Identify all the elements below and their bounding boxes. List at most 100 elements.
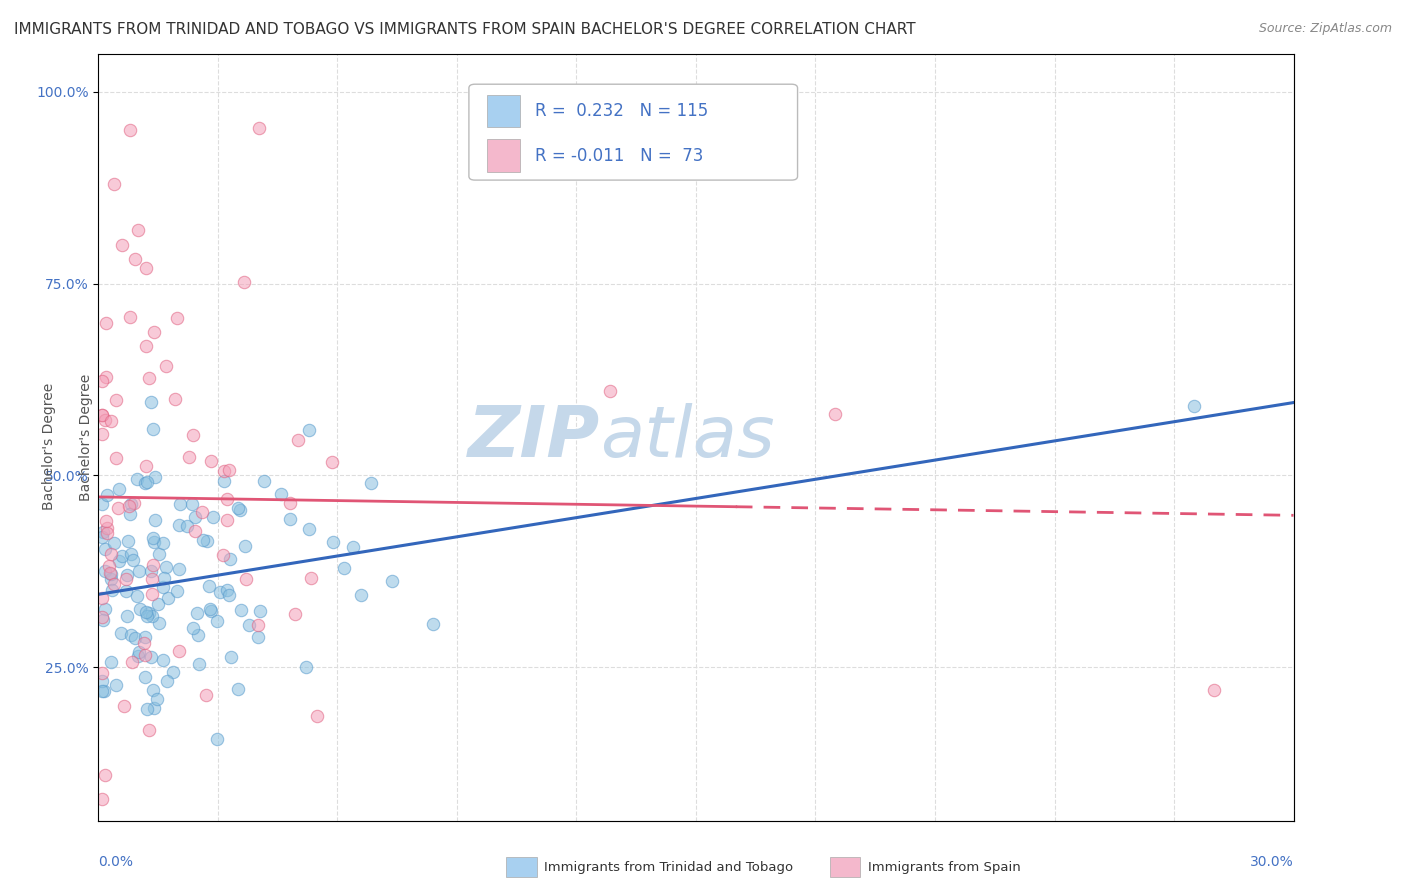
Point: [103, 536, 125, 550]
Point: [141, 394, 163, 409]
FancyBboxPatch shape: [486, 139, 520, 171]
Point: [115, 608, 138, 623]
Point: [135, 605, 157, 619]
Text: R = -0.011   N =  73: R = -0.011 N = 73: [534, 146, 703, 164]
Y-axis label: Bachelor's Degree: Bachelor's Degree: [79, 374, 93, 500]
Text: 30.0%: 30.0%: [1250, 855, 1294, 869]
Point: [91, 666, 114, 681]
Point: [104, 392, 127, 407]
Point: [188, 657, 211, 671]
Point: [167, 517, 190, 532]
Point: [219, 649, 242, 664]
Point: [184, 524, 207, 539]
Point: [152, 653, 174, 667]
Point: [93, 684, 115, 698]
Point: [97, 558, 120, 573]
Point: [1202, 683, 1225, 698]
Point: [121, 655, 143, 669]
Point: [96, 488, 118, 502]
Point: [307, 709, 329, 723]
Point: [146, 597, 169, 611]
Point: [91, 427, 114, 442]
Point: [91, 524, 114, 539]
Point: [91, 497, 114, 511]
Text: Immigrants from Trinidad and Tobago: Immigrants from Trinidad and Tobago: [544, 861, 793, 873]
Point: [215, 513, 238, 527]
Point: [235, 572, 257, 586]
Point: [91, 610, 114, 624]
Point: [287, 433, 309, 447]
Text: ZIP: ZIP: [468, 402, 600, 472]
Point: [229, 603, 252, 617]
Point: [120, 123, 142, 137]
Point: [128, 564, 150, 578]
Point: [205, 732, 228, 747]
Point: [599, 384, 621, 398]
Point: [152, 536, 174, 550]
Point: [91, 408, 114, 422]
Point: [107, 482, 129, 496]
Point: [321, 455, 343, 469]
Point: [141, 609, 163, 624]
Point: [135, 458, 157, 473]
Point: [233, 275, 256, 289]
Point: [143, 470, 166, 484]
Point: [94, 514, 117, 528]
Point: [297, 423, 319, 437]
Point: [118, 507, 141, 521]
Point: [141, 572, 163, 586]
Point: [278, 496, 301, 510]
Point: [124, 252, 146, 267]
Point: [93, 613, 115, 627]
Point: [187, 627, 209, 641]
Point: [110, 626, 132, 640]
Point: [91, 374, 114, 388]
Point: [136, 608, 159, 623]
Point: [120, 628, 142, 642]
Point: [135, 261, 157, 276]
Point: [342, 540, 364, 554]
Point: [134, 476, 156, 491]
Point: [94, 768, 117, 782]
Point: [141, 422, 163, 436]
Point: [129, 602, 152, 616]
Point: [128, 644, 150, 658]
Point: [124, 631, 146, 645]
Text: 0.0%: 0.0%: [98, 855, 134, 869]
Point: [162, 665, 184, 679]
Point: [181, 497, 204, 511]
Point: [142, 531, 165, 545]
Point: [295, 659, 318, 673]
Point: [143, 513, 166, 527]
Point: [96, 369, 118, 384]
Point: [107, 500, 129, 515]
Point: [191, 533, 214, 548]
Point: [166, 583, 188, 598]
Point: [142, 701, 165, 715]
Point: [195, 533, 218, 548]
Point: [104, 451, 127, 466]
Point: [167, 644, 190, 658]
Text: Bachelor's Degree: Bachelor's Degree: [42, 383, 56, 509]
Point: [228, 503, 250, 517]
Text: Immigrants from Spain: Immigrants from Spain: [868, 861, 1021, 873]
Point: [117, 499, 139, 513]
Point: [91, 409, 114, 423]
Point: [96, 525, 118, 540]
Point: [200, 604, 222, 618]
Point: [246, 630, 269, 644]
Point: [167, 562, 190, 576]
Point: [91, 530, 114, 544]
Point: [142, 682, 165, 697]
Point: [152, 571, 174, 585]
Point: [100, 655, 122, 669]
Point: [270, 487, 292, 501]
Point: [176, 519, 198, 533]
Point: [138, 370, 160, 384]
Point: [212, 474, 235, 488]
Point: [157, 591, 180, 606]
Point: [93, 602, 115, 616]
Point: [166, 311, 188, 326]
Point: [141, 649, 163, 664]
Point: [156, 674, 179, 689]
